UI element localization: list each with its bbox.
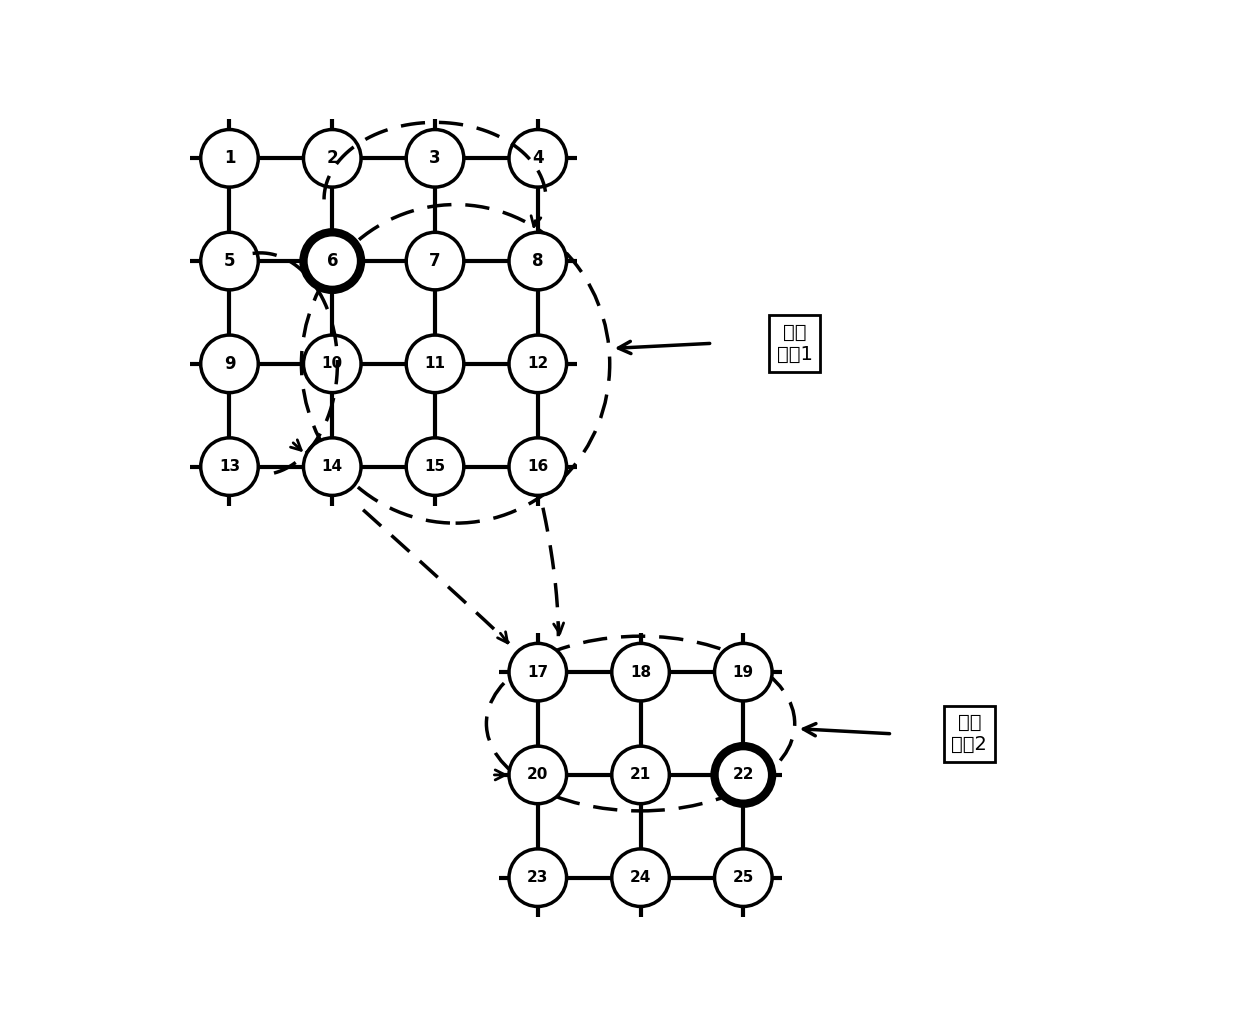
Text: 17: 17: [527, 665, 548, 680]
Text: 14: 14: [321, 459, 342, 474]
Circle shape: [508, 335, 567, 393]
Circle shape: [304, 232, 361, 290]
Circle shape: [407, 130, 464, 188]
Text: 9: 9: [223, 355, 236, 373]
Circle shape: [508, 232, 567, 290]
Text: 10: 10: [321, 356, 342, 371]
Circle shape: [201, 438, 258, 495]
Text: 15: 15: [424, 459, 445, 474]
Text: 2: 2: [326, 149, 339, 168]
Text: 21: 21: [630, 768, 651, 782]
Circle shape: [714, 643, 773, 701]
Circle shape: [508, 438, 567, 495]
Circle shape: [508, 130, 567, 188]
Text: 1: 1: [223, 149, 236, 168]
Circle shape: [407, 438, 464, 495]
Circle shape: [201, 232, 258, 290]
Text: 13: 13: [219, 459, 241, 474]
Circle shape: [714, 848, 773, 906]
Text: 16: 16: [527, 459, 548, 474]
Circle shape: [714, 746, 773, 804]
Text: 7: 7: [429, 252, 441, 270]
Text: 18: 18: [630, 665, 651, 680]
Circle shape: [304, 438, 361, 495]
Text: 路网
子区1: 路网 子区1: [776, 323, 812, 364]
Circle shape: [407, 232, 464, 290]
Circle shape: [201, 335, 258, 393]
Text: 20: 20: [527, 768, 548, 782]
Text: 19: 19: [733, 665, 754, 680]
Circle shape: [201, 130, 258, 188]
Text: 8: 8: [532, 252, 543, 270]
Text: 23: 23: [527, 870, 548, 885]
Circle shape: [611, 848, 670, 906]
Text: 路网
子区2: 路网 子区2: [951, 714, 987, 754]
Text: 12: 12: [527, 356, 548, 371]
Circle shape: [304, 335, 361, 393]
Circle shape: [508, 848, 567, 906]
Text: 4: 4: [532, 149, 543, 168]
Circle shape: [407, 335, 464, 393]
Circle shape: [508, 746, 567, 804]
Text: 22: 22: [733, 768, 754, 782]
Circle shape: [508, 643, 567, 701]
Text: 3: 3: [429, 149, 441, 168]
Circle shape: [611, 643, 670, 701]
Circle shape: [611, 746, 670, 804]
Text: 5: 5: [223, 252, 236, 270]
Circle shape: [304, 130, 361, 188]
Text: 11: 11: [424, 356, 445, 371]
Text: 25: 25: [733, 870, 754, 885]
Text: 24: 24: [630, 870, 651, 885]
Text: 6: 6: [326, 252, 339, 270]
